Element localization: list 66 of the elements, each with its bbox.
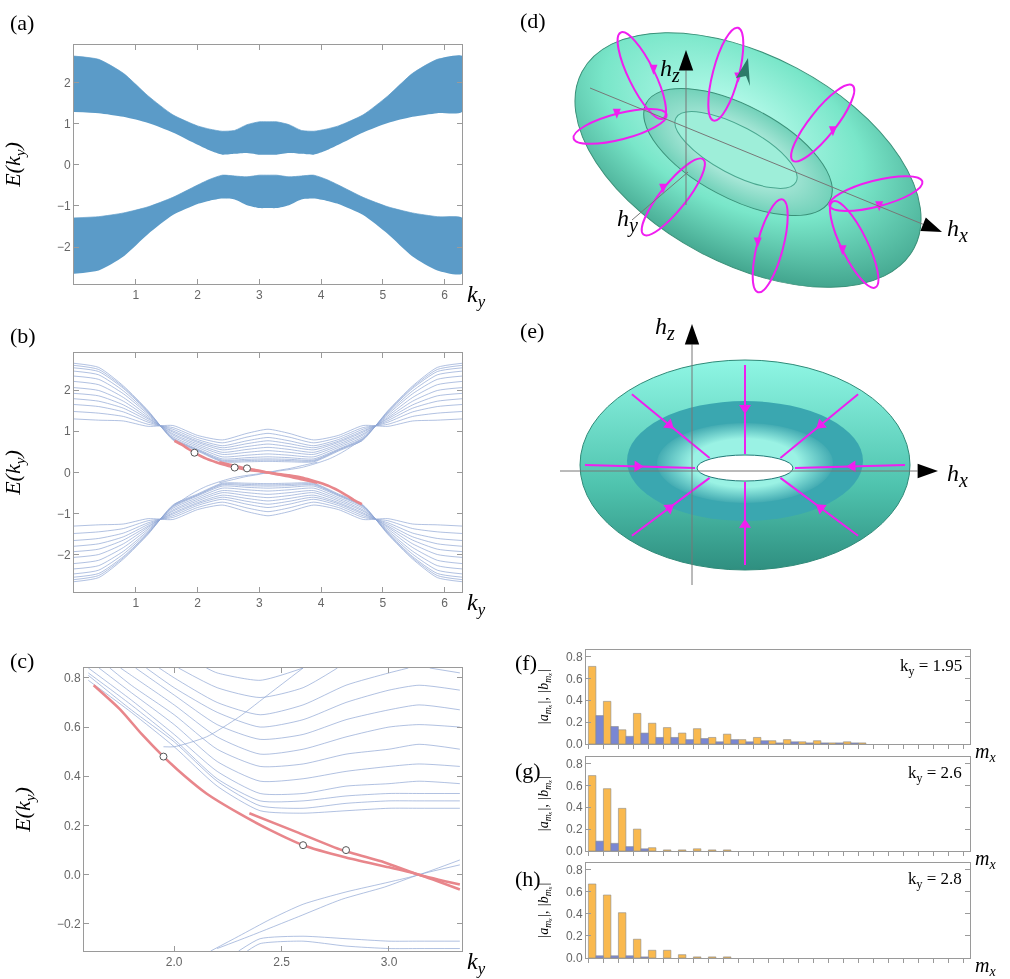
chart-title: (a) (10, 9, 35, 35)
y-tick-label: 0.6 (63, 720, 81, 735)
y-tick-label: 1 (63, 117, 71, 132)
y-tick-label: 0.4 (565, 907, 583, 922)
text: h$_{y}$ (617, 205, 638, 236)
x-tick-label: 4 (317, 596, 325, 611)
x-tick-label: 4 (317, 288, 325, 303)
y-tick-label: 0.8 (565, 756, 583, 771)
y-tick-label: 0 (63, 465, 71, 480)
x-axis-title: m$_{x}$ (975, 847, 997, 873)
x-tick-label: 5 (379, 288, 387, 303)
chart-title: (f) (515, 649, 537, 675)
text: (e) (520, 318, 545, 343)
y-tick-label: 0.6 (565, 671, 583, 686)
y-tick-label: −0.2 (56, 917, 81, 932)
annotation: k$_{y}$ = 2.8 (908, 869, 962, 891)
y-tick-label: 0.8 (565, 862, 583, 877)
x-tick-label: 1 (132, 288, 140, 303)
chart-title: (b) (10, 322, 36, 348)
y-tick-label: 0.2 (565, 929, 583, 944)
x-tick-label: 3.0 (380, 955, 398, 970)
text: (d) (520, 8, 546, 33)
y-tick-label: 0.0 (63, 867, 81, 882)
annotation: k$_{y}$ = 1.95 (900, 656, 963, 678)
text: h$_{z}$ (660, 55, 680, 86)
y-tick-label: 0.2 (63, 818, 81, 833)
y-tick-label: 0.4 (565, 693, 583, 708)
y-tick-label: −1 (56, 506, 71, 521)
y-tick-label: 0.4 (565, 800, 583, 815)
y-tick-label: 0 (63, 158, 71, 173)
y-tick-label: 0.0 (565, 844, 583, 859)
y-tick-label: 2 (63, 383, 71, 398)
y-tick-label: −2 (56, 240, 71, 255)
y-tick-label: −1 (56, 199, 71, 214)
x-tick-label: 6 (441, 596, 449, 611)
x-tick-label: 6 (441, 288, 449, 303)
annotation: k$_{y}$ = 2.6 (908, 763, 962, 785)
x-tick-label: 2 (194, 288, 202, 303)
x-axis-title: m$_{x}$ (975, 954, 997, 979)
x-tick-label: 5 (379, 596, 387, 611)
x-axis-title: k$_{y}$ (467, 948, 486, 979)
x-axis-title: m$_{x}$ (975, 740, 997, 766)
y-tick-label: 0.6 (565, 884, 583, 899)
x-tick-label: 1 (132, 596, 140, 611)
text: h$_{x}$ (947, 215, 968, 246)
y-tick-label: −2 (56, 548, 71, 563)
x-axis-title: k$_{y}$ (467, 589, 486, 620)
y-tick-label: 0.0 (565, 737, 583, 752)
y-tick-label: 0.8 (63, 671, 81, 686)
x-tick-label: 2.5 (273, 955, 291, 970)
x-tick-label: 3 (256, 288, 264, 303)
y-tick-label: 0.2 (565, 715, 583, 730)
x-axis-title: k$_{y}$ (467, 281, 486, 312)
y-tick-label: 1 (63, 424, 71, 439)
x-tick-label: 2 (194, 596, 202, 611)
y-tick-label: 0.8 (565, 649, 583, 664)
chart-title: (c) (10, 647, 35, 673)
y-tick-label: 0.0 (565, 951, 583, 966)
y-tick-label: 2 (63, 75, 71, 90)
text: h$_{z}$ (655, 313, 675, 344)
x-tick-label: 2.0 (165, 955, 183, 970)
text: h$_{x}$ (947, 460, 968, 491)
y-tick-label: 0.2 (565, 822, 583, 837)
x-tick-label: 3 (256, 596, 264, 611)
y-tick-label: 0.6 (565, 778, 583, 793)
y-tick-label: 0.4 (63, 769, 81, 784)
